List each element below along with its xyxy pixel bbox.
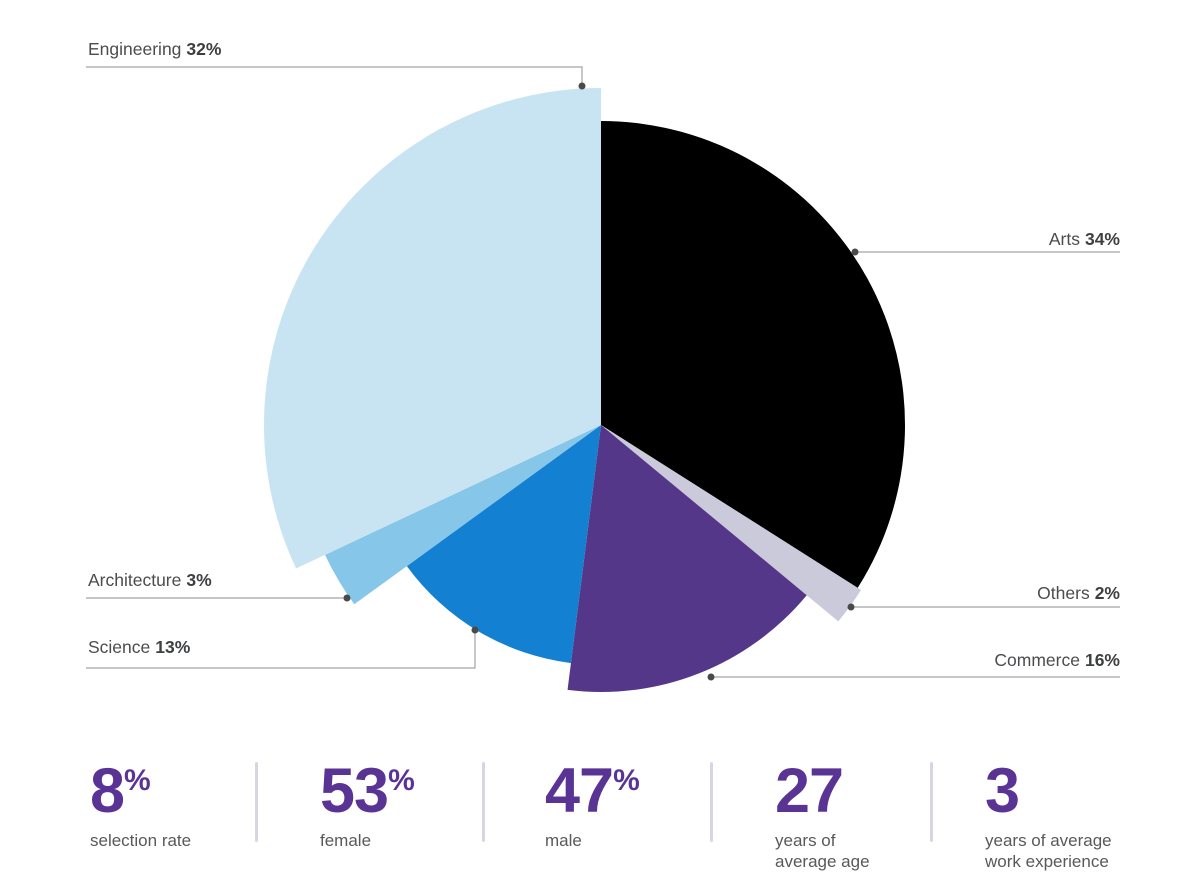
slice-label-name: Engineering [88,39,181,59]
slice-label: Commerce 16% [994,650,1120,670]
pie-slice-arts [601,121,906,588]
slice-labels: Arts 34% Others 2% Commerce 16% Science 13% Arch… [86,39,1120,681]
pie-slice-science [406,425,601,664]
slice-label: Others 2% [1037,583,1120,603]
percent-sign: % [124,764,151,797]
leader-dot [707,673,715,681]
slice-label: Architecture 3% [88,570,212,590]
stat-value: 53% [320,760,415,823]
slice-callout-arts: Arts 34% [851,229,1121,256]
slice-label-name: Commerce [994,650,1080,670]
slice-label-percent: 13% [155,637,190,657]
slice-label: Science 13% [88,637,191,657]
leader-dot [578,82,586,90]
pie-chart: Arts 34% Others 2% Commerce 16% Science 13% Arch… [86,39,1120,692]
stat-value: 47% [545,760,640,823]
slice-callout-science: Science 13% [86,626,479,669]
pie-slice-commerce [567,425,807,692]
slice-label: Arts 34% [1049,229,1121,249]
stat-divider [482,762,485,842]
slice-label-percent: 34% [1085,229,1120,249]
stat-number-text: 27 [775,756,844,826]
slice-callout-commerce: Commerce 16% [707,650,1120,681]
stat-value: 3 [985,760,1112,823]
stat-caption: female [320,831,372,850]
slice-label-name: Arts [1049,229,1080,249]
stat-caption: male [545,831,582,850]
stat-number-text: 8 [90,756,125,826]
slice-label-name: Science [88,637,150,657]
slice-label-percent: 16% [1085,650,1120,670]
slice-label-percent: 32% [186,39,221,59]
slice-callout-others: Others 2% [847,583,1120,611]
stat-number-text: 47 [545,756,614,826]
leader-dot [471,626,479,634]
percent-sign: % [613,764,640,797]
stat-divider [710,762,713,842]
slice-callout-architecture: Architecture 3% [86,570,351,602]
stat-caption: years of average age [775,831,870,872]
stat-selection-rate: 8% selection rate [90,760,191,851]
leader-dot [847,603,855,611]
slice-label-percent: 2% [1095,583,1121,603]
pie-slice-others [601,425,862,622]
pie-slices [263,88,906,692]
leader-dot [343,594,351,602]
stat-caption: selection rate [90,831,192,850]
leader-line [86,66,583,86]
percent-sign: % [388,764,415,797]
stat-value: 27 [775,760,870,823]
pie-slice-architecture [325,425,601,605]
stat-number-text: 53 [320,756,389,826]
pie-slice-engineering [263,88,601,569]
stat-male: 47% male [545,760,640,851]
stat-value: 8% [90,760,191,823]
stat-average-age: 27 years of average age [775,760,870,872]
stat-caption: years of average work experience [985,831,1112,872]
leader-line [86,630,476,669]
slice-callout-engineering: Engineering 32% [86,39,586,90]
stat-number-text: 3 [985,756,1020,826]
slice-label-name: Architecture [88,570,181,590]
slice-label: Engineering 32% [88,39,222,59]
leader-dot [851,248,859,256]
slice-label-name: Others [1037,583,1090,603]
stat-divider [930,762,933,842]
slice-label-percent: 3% [186,570,212,590]
stat-divider [255,762,258,842]
stat-female: 53% female [320,760,415,851]
stat-work-experience: 3 years of average work experience [985,760,1112,872]
